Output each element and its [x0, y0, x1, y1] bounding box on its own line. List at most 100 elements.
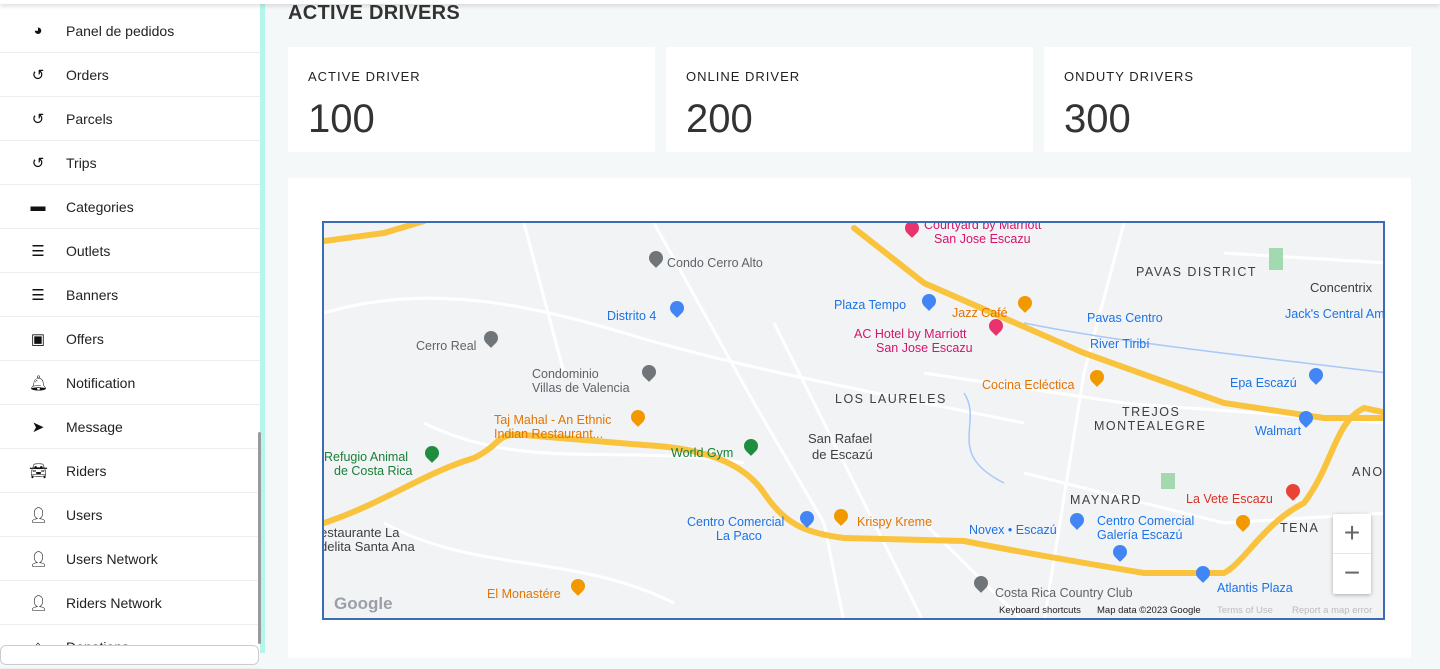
money-bill-icon: ▣	[30, 330, 46, 348]
map-label[interactable]: ANO	[1352, 465, 1384, 479]
history-icon: ↺	[31, 154, 45, 172]
stat-value: 100	[308, 97, 375, 141]
map-label[interactable]: Cerro Real	[416, 339, 477, 353]
map-label[interactable]: Condominio	[532, 367, 599, 381]
stat-label: ONDUTY DRIVERS	[1064, 69, 1195, 84]
sidebar-item-label: Orders	[66, 66, 109, 83]
map-label[interactable]: MAYNARD	[1070, 493, 1143, 507]
map-footer-terms[interactable]: Terms of Use	[1217, 605, 1273, 616]
sidebar-item-orders[interactable]: ↺ Orders	[0, 53, 260, 97]
sidebar-scrollbar[interactable]	[258, 432, 261, 644]
sidebar-item-label: Notification	[66, 374, 136, 391]
tachometer-icon: ◕	[33, 22, 43, 39]
park-area	[1269, 248, 1283, 270]
map-label[interactable]: San Rafael	[808, 431, 873, 446]
map-label[interactable]: Jazz Café	[952, 306, 1008, 320]
zoom-in-button[interactable]: +	[1333, 514, 1371, 554]
map-label[interactable]: Jack's Central Am	[1285, 307, 1385, 321]
map-label[interactable]: El Monastére	[487, 587, 561, 601]
bars-icon: ☰	[31, 242, 45, 260]
user-icon: 👤︎	[29, 594, 49, 612]
stat-value: 300	[1064, 97, 1131, 141]
archive-icon: ▬	[30, 198, 46, 215]
sidebar-accent-strip	[260, 0, 265, 653]
sidebar-item-riders-network[interactable]: 👤︎ Riders Network	[0, 581, 260, 625]
history-icon: ↺	[31, 66, 45, 84]
map-label[interactable]: Walmart	[1255, 424, 1302, 438]
sidebar-footer-box	[0, 645, 259, 665]
map-label[interactable]: San Jose Escazu	[934, 232, 1031, 246]
sidebar-item-panel-de-pedidos[interactable]: ◕ Panel de pedidos	[0, 9, 260, 53]
user-icon: 👤︎	[29, 550, 49, 568]
map-label[interactable]: Centro Comercial	[1097, 514, 1195, 528]
sidebar-item-categories[interactable]: ▬ Categories	[0, 185, 260, 229]
page-title: ACTIVE DRIVERS	[288, 2, 461, 24]
map-label[interactable]: Epa Escazú	[1230, 376, 1297, 390]
sidebar-item-label: Outlets	[66, 242, 111, 259]
map-label[interactable]: Plaza Tempo	[834, 298, 907, 312]
sidebar-item-label: Message	[66, 418, 123, 435]
map-label[interactable]: Costa Rica Country Club	[995, 586, 1133, 600]
map-label[interactable]: La Paco	[716, 529, 762, 543]
map-label[interactable]: River Tiribí	[1090, 337, 1150, 351]
map-label[interactable]: La Vete Escazu	[1186, 492, 1273, 506]
map-label[interactable]: estaurante La	[322, 525, 400, 540]
map-label[interactable]: Novex • Escazú	[969, 523, 1057, 537]
sidebar-item-parcels[interactable]: ↺ Parcels	[0, 97, 260, 141]
map-footer-shortcuts[interactable]: Keyboard shortcuts	[999, 605, 1081, 616]
map-label[interactable]: San Jose Escazu	[876, 341, 973, 355]
map-label[interactable]: MONTEALEGRE	[1094, 419, 1207, 433]
map-label[interactable]: Villas de Valencia	[532, 381, 630, 395]
map-label[interactable]: Courtyard by Marriott	[924, 221, 1042, 232]
map-label[interactable]: de Costa Rica	[334, 464, 413, 478]
map-label[interactable]: Distrito 4	[607, 309, 657, 323]
map-label[interactable]: Cocina Ecléctica	[982, 378, 1075, 392]
map-label[interactable]: Concentrix	[1310, 280, 1373, 295]
sidebar-item-offers[interactable]: ▣ Offers	[0, 317, 260, 361]
river-line	[1023, 322, 1383, 374]
stat-label: ACTIVE DRIVER	[308, 69, 421, 84]
sidebar-item-outlets[interactable]: ☰ Outlets	[0, 229, 260, 273]
sidebar-item-label: Offers	[66, 330, 104, 347]
sidebar-item-label: Banners	[66, 286, 119, 303]
map-label[interactable]: TENA	[1280, 521, 1320, 535]
map-label[interactable]: Pavas Centro	[1087, 311, 1163, 325]
sidebar-item-notification[interactable]: 🔔︎ Notification	[0, 361, 260, 405]
top-header-bar	[0, 0, 1440, 4]
map-label[interactable]: AC Hotel by Marriott	[854, 327, 967, 341]
sidebar: ◕ Panel de pedidos ↺ Orders ↺ Parcels ↺ Trips ▬ C…	[0, 0, 260, 669]
sidebar-item-trips[interactable]: ↺ Trips	[0, 141, 260, 185]
sidebar-item-users[interactable]: 👤︎ Users	[0, 493, 260, 537]
sidebar-item-label: Panel de pedidos	[66, 22, 175, 39]
sidebar-item-riders[interactable]: 🚘︎ Riders	[0, 449, 260, 493]
sidebar-item-label: Riders	[66, 462, 107, 479]
sidebar-item-banners[interactable]: ☰ Banners	[0, 273, 260, 317]
map-label[interactable]: Krispy Kreme	[857, 515, 933, 529]
map-label[interactable]: delita Santa Ana	[322, 539, 415, 554]
map-label[interactable]: Centro Comercial	[687, 515, 785, 529]
map-label[interactable]: LOS LAURELES	[835, 392, 947, 406]
drivers-map[interactable]: Condo Cerro Alto Distrito 4 Cerro Real Cond…	[322, 221, 1385, 620]
river-line	[963, 392, 1005, 484]
sidebar-item-users-network[interactable]: 👤︎ Users Network	[0, 537, 260, 581]
map-label[interactable]: Galería Escazú	[1097, 528, 1183, 542]
stat-card-onduty: ONDUTY DRIVERS 300	[1044, 47, 1411, 152]
map-label[interactable]: Atlantis Plaza	[1217, 581, 1293, 595]
park-area	[1161, 473, 1175, 489]
bars-icon: ☰	[31, 286, 45, 304]
map-label[interactable]: TREJOS	[1122, 405, 1181, 419]
sidebar-item-label: Parcels	[66, 110, 113, 127]
stat-card-online: ONLINE DRIVER 200	[666, 47, 1033, 152]
map-footer-report[interactable]: Report a map error	[1292, 605, 1373, 616]
zoom-out-button[interactable]: −	[1343, 557, 1361, 588]
map-label[interactable]: Taj Mahal - An Ethnic	[494, 413, 612, 427]
map-label[interactable]: Indian Restaurant...	[494, 427, 604, 441]
map-label[interactable]: PAVAS DISTRICT	[1136, 265, 1258, 279]
map-label[interactable]: World Gym	[671, 446, 734, 460]
paper-plane-icon: ➤	[31, 418, 45, 436]
map-label[interactable]: Condo Cerro Alto	[667, 256, 763, 270]
map-label[interactable]: de Escazú	[812, 447, 873, 462]
sidebar-item-label: Users Network	[66, 550, 158, 567]
map-label[interactable]: Refugio Animal	[324, 450, 409, 464]
sidebar-item-message[interactable]: ➤ Message	[0, 405, 260, 449]
